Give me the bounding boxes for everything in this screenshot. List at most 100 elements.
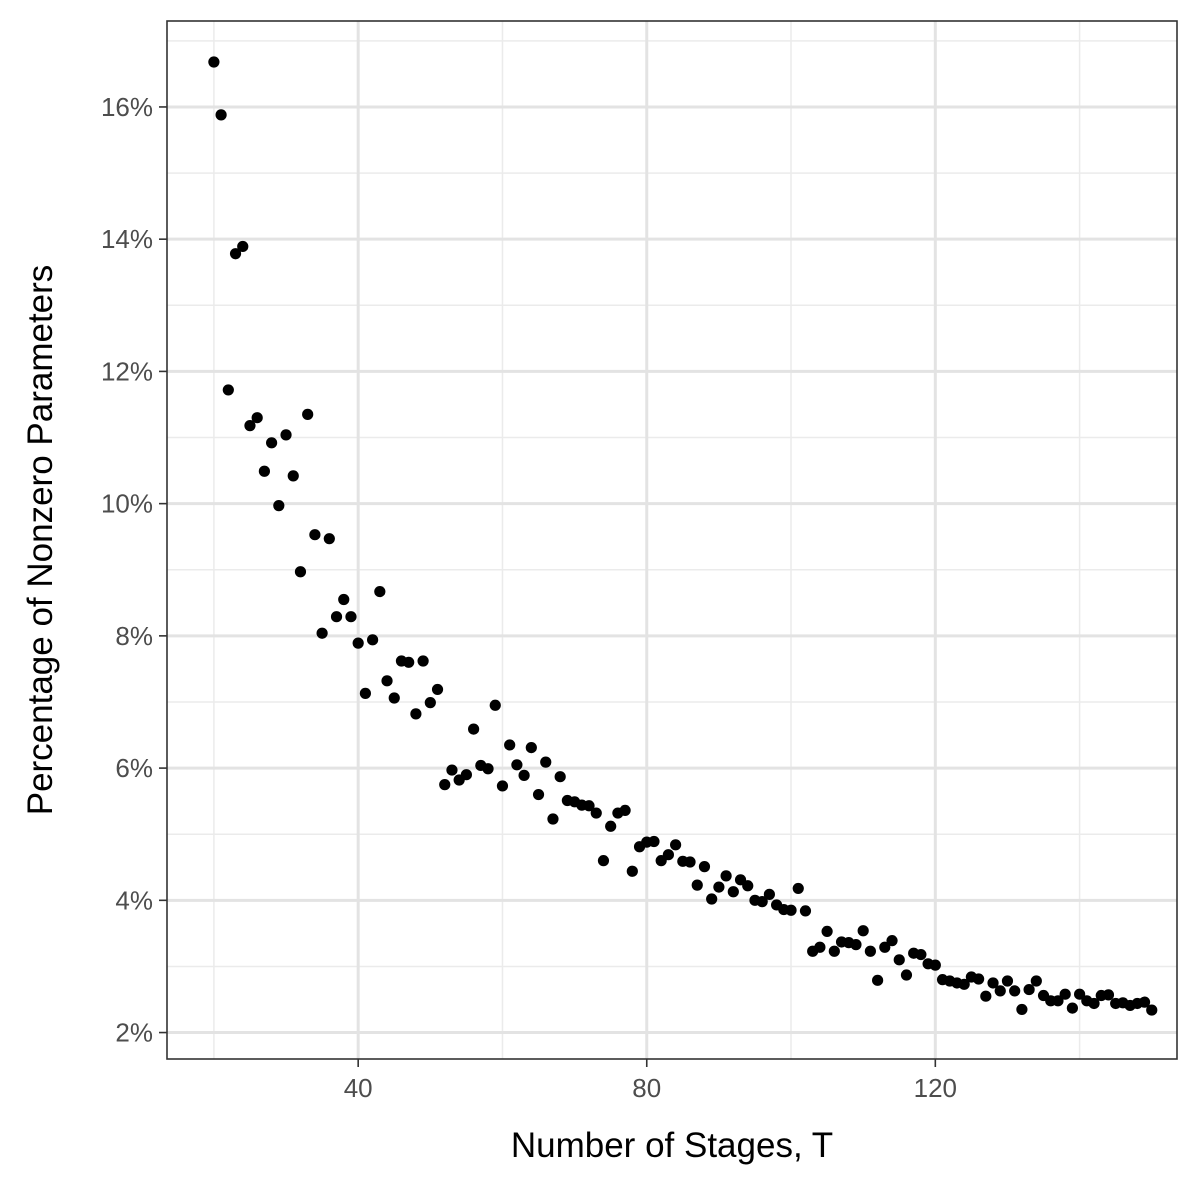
data-point [1009,985,1021,997]
data-point [900,969,913,981]
data-point [980,990,992,1002]
data-point [229,248,242,260]
data-point [893,954,905,966]
y-tick-label: 6% [115,753,153,783]
data-point [309,529,321,541]
x-tick-label: 40 [344,1073,373,1103]
y-tick-label: 14% [101,224,153,254]
data-point [381,675,393,687]
y-tick-label: 16% [101,92,153,122]
data-point [403,656,415,668]
data-point [482,763,494,775]
data-point [1016,1003,1028,1016]
y-tick-label: 4% [115,885,153,915]
data-point [431,683,444,696]
data-point [345,611,357,623]
data-point [352,637,364,649]
data-point [1138,996,1151,1008]
data-point [518,769,530,781]
data-point [597,855,610,867]
data-point [670,839,682,851]
data-point [359,687,371,699]
data-point [828,945,840,957]
data-point [316,627,328,639]
data-point [1059,988,1071,1000]
data-point [446,764,458,776]
data-point [727,886,739,898]
data-point [1074,988,1086,1000]
data-point [763,888,775,900]
data-point [742,880,754,892]
y-axis-title: Percentage of Nonzero Parameters [21,265,60,816]
data-point [1088,997,1100,1010]
x-axis-ticks: 40 80 120 [344,1059,957,1103]
data-point [713,881,725,893]
data-point [547,813,559,825]
plot-panel-border [166,20,1178,1060]
data-point [662,849,674,861]
data-point [785,904,797,916]
data-point [323,533,335,545]
data-points [208,56,1158,1016]
data-point [706,893,718,905]
data-point [417,655,429,667]
x-tick-label: 120 [914,1073,957,1103]
data-point [756,896,768,908]
y-tick-label: 2% [115,1018,153,1048]
data-point [244,420,256,432]
data-point [266,437,278,449]
data-point [410,708,422,720]
data-point [525,742,537,754]
data-point [388,692,400,704]
x-tick-label: 80 [632,1073,661,1103]
data-point [460,769,472,781]
data-point [439,779,451,791]
data-point [720,870,732,882]
minor-gridlines [167,21,1177,1059]
data-point [872,974,884,986]
data-point [273,500,285,512]
data-point [1066,1002,1078,1014]
data-point [619,804,631,817]
data-point [850,939,862,951]
major-gridlines [167,21,1177,1059]
data-point [821,925,833,937]
data-point [287,470,299,482]
data-point [468,723,480,735]
data-point [648,835,660,848]
data-point [511,759,523,771]
data-point [374,585,386,598]
y-tick-label: 12% [101,356,153,386]
data-point [864,945,876,957]
data-point [879,941,891,953]
data-point [222,384,234,396]
data-point [294,566,307,578]
data-point [857,925,869,937]
data-point [799,905,812,917]
data-point [424,697,436,709]
data-point [504,739,516,751]
data-point [792,882,804,895]
data-point [684,856,696,868]
data-point [208,56,220,68]
data-point [489,699,501,711]
y-axis-ticks: 2% 4% 6% 8% 10% 12% 14% 16% [101,92,167,1048]
data-point [367,634,379,646]
data-point [626,865,638,877]
data-point [1102,989,1115,1001]
data-point [338,593,350,606]
data-point [605,820,617,832]
data-point [994,985,1006,997]
y-tick-label: 8% [115,621,153,651]
data-point [1030,975,1042,987]
data-point [973,973,985,985]
data-point [251,412,263,424]
data-point [1146,1004,1158,1016]
data-point [915,948,927,961]
data-point [1023,983,1035,996]
data-point [583,800,595,812]
data-point [691,879,703,891]
data-point [280,429,292,441]
data-point [258,465,270,477]
